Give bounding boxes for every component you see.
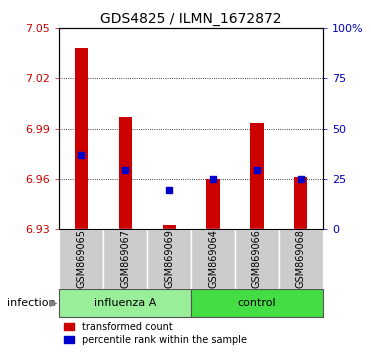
Bar <box>235 229 279 289</box>
Bar <box>206 179 220 229</box>
Bar <box>119 117 132 229</box>
Text: GSM869069: GSM869069 <box>164 229 174 288</box>
Legend: transformed count, percentile rank within the sample: transformed count, percentile rank withi… <box>64 322 247 345</box>
Text: GSM869065: GSM869065 <box>76 229 86 288</box>
Point <box>210 176 216 182</box>
Point <box>166 188 172 193</box>
Bar <box>103 229 147 289</box>
Title: GDS4825 / ILMN_1672872: GDS4825 / ILMN_1672872 <box>100 12 282 26</box>
Text: influenza A: influenza A <box>94 298 157 308</box>
Bar <box>191 229 235 289</box>
Point <box>78 152 84 158</box>
Text: GSM869066: GSM869066 <box>252 229 262 288</box>
Text: control: control <box>237 298 276 308</box>
Text: GSM869067: GSM869067 <box>120 229 130 288</box>
Text: ▶: ▶ <box>50 298 58 308</box>
Point <box>298 176 304 182</box>
Text: GSM869064: GSM869064 <box>208 229 218 288</box>
Bar <box>250 124 263 229</box>
Bar <box>191 289 323 317</box>
Point <box>254 167 260 173</box>
Text: infection: infection <box>7 298 56 308</box>
Bar <box>147 229 191 289</box>
Bar <box>59 229 103 289</box>
Bar <box>162 225 176 229</box>
Bar <box>294 177 308 229</box>
Bar <box>279 229 323 289</box>
Bar <box>75 48 88 229</box>
Point <box>122 167 128 173</box>
Text: GSM869068: GSM869068 <box>296 229 306 288</box>
Bar <box>59 289 191 317</box>
